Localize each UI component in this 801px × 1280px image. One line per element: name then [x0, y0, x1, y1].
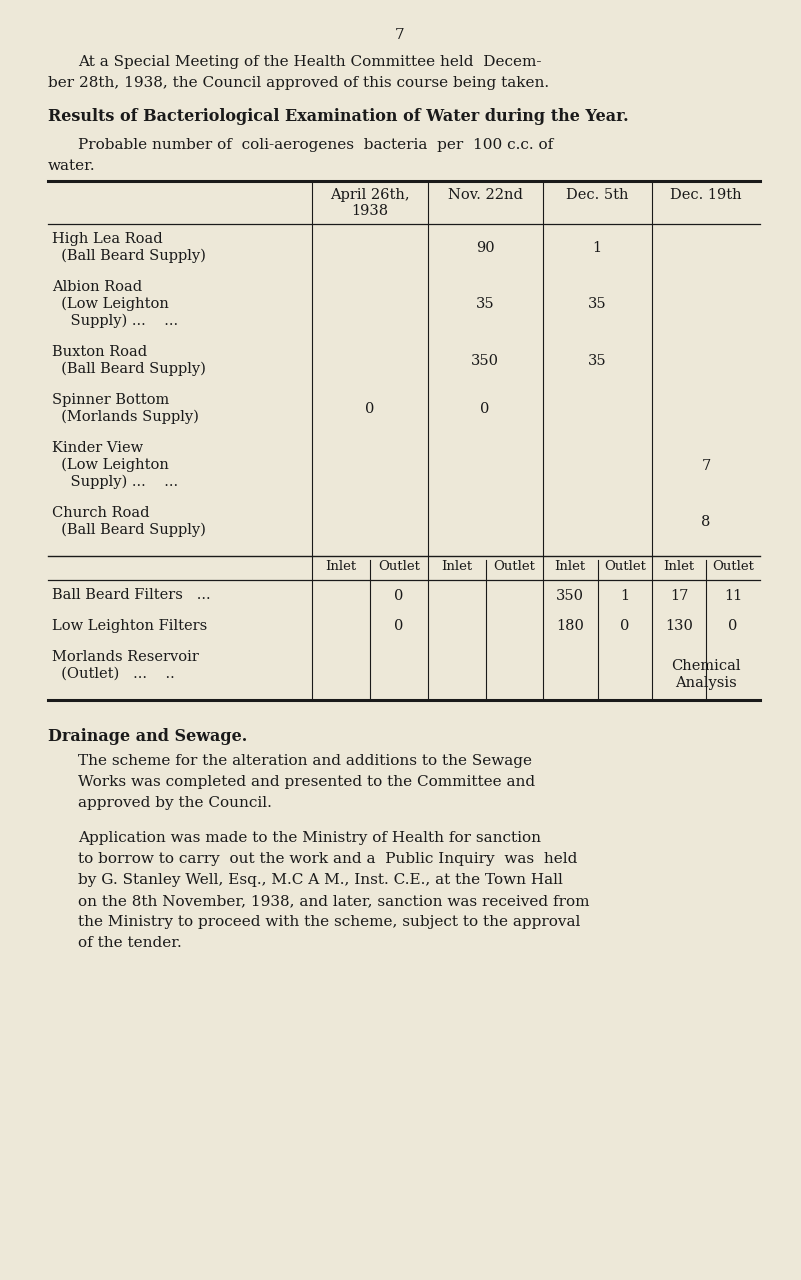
Text: (Ball Beard Supply): (Ball Beard Supply) — [52, 362, 206, 376]
Text: Albion Road: Albion Road — [52, 280, 142, 294]
Text: 0: 0 — [394, 589, 404, 603]
Text: 35: 35 — [588, 355, 606, 369]
Text: Inlet: Inlet — [663, 561, 694, 573]
Text: Drainage and Sewage.: Drainage and Sewage. — [48, 728, 248, 745]
Text: of the tender.: of the tender. — [78, 936, 182, 950]
Text: Results of Bacteriological Examination of Water during the Year.: Results of Bacteriological Examination o… — [48, 108, 629, 125]
Text: Kinder View: Kinder View — [52, 442, 143, 454]
Text: 35: 35 — [476, 297, 494, 311]
Text: by G. Stanley Well, Esq., M.C A M., Inst. C.E., at the Town Hall: by G. Stanley Well, Esq., M.C A M., Inst… — [78, 873, 563, 887]
Text: 350: 350 — [471, 355, 499, 369]
Text: 90: 90 — [476, 241, 494, 255]
Text: Buxton Road: Buxton Road — [52, 346, 147, 358]
Text: (Low Leighton: (Low Leighton — [52, 297, 169, 311]
Text: Dec. 5th: Dec. 5th — [566, 188, 628, 202]
Text: 0: 0 — [394, 620, 404, 634]
Text: 1938: 1938 — [352, 204, 388, 218]
Text: Church Road: Church Road — [52, 506, 150, 520]
Text: Inlet: Inlet — [325, 561, 356, 573]
Text: 0: 0 — [620, 620, 630, 634]
Text: Application was made to the Ministry of Health for sanction: Application was made to the Ministry of … — [78, 831, 541, 845]
Text: 11: 11 — [724, 589, 742, 603]
Text: Morlands Reservoir: Morlands Reservoir — [52, 650, 199, 664]
Text: 0: 0 — [365, 402, 375, 416]
Text: 17: 17 — [670, 589, 688, 603]
Text: 350: 350 — [556, 589, 584, 603]
Text: water.: water. — [48, 159, 95, 173]
Text: 0: 0 — [481, 402, 489, 416]
Text: the Ministry to proceed with the scheme, subject to the approval: the Ministry to proceed with the scheme,… — [78, 915, 581, 929]
Text: 180: 180 — [557, 620, 584, 634]
Text: Analysis: Analysis — [675, 676, 737, 690]
Text: Outlet: Outlet — [378, 561, 420, 573]
Text: Outlet: Outlet — [604, 561, 646, 573]
Text: Outlet: Outlet — [493, 561, 535, 573]
Text: Low Leighton Filters: Low Leighton Filters — [52, 620, 207, 634]
Text: 1: 1 — [593, 241, 602, 255]
Text: April 26th,: April 26th, — [330, 188, 410, 202]
Text: High Lea Road: High Lea Road — [52, 232, 163, 246]
Text: to borrow to carry  out the work and a  Public Inquiry  was  held: to borrow to carry out the work and a Pu… — [78, 852, 578, 867]
Text: The scheme for the alteration and additions to the Sewage: The scheme for the alteration and additi… — [78, 754, 532, 768]
Text: (Low Leighton: (Low Leighton — [52, 458, 169, 472]
Text: Supply) ...    ...: Supply) ... ... — [52, 475, 178, 489]
Text: Outlet: Outlet — [712, 561, 754, 573]
Text: 7: 7 — [702, 458, 710, 472]
Text: approved by the Council.: approved by the Council. — [78, 796, 272, 810]
Text: At a Special Meeting of the Health Committee held  Decem-: At a Special Meeting of the Health Commi… — [78, 55, 541, 69]
Text: (Outlet)   ...    ..: (Outlet) ... .. — [52, 667, 175, 681]
Text: 8: 8 — [702, 515, 710, 529]
Text: Supply) ...    ...: Supply) ... ... — [52, 314, 178, 329]
Text: Chemical: Chemical — [671, 659, 741, 673]
Text: (Morlands Supply): (Morlands Supply) — [52, 410, 199, 425]
Text: Nov. 22nd: Nov. 22nd — [448, 188, 522, 202]
Text: 7: 7 — [395, 28, 405, 42]
Text: Ball Beard Filters   ...: Ball Beard Filters ... — [52, 588, 211, 602]
Text: (Ball Beard Supply): (Ball Beard Supply) — [52, 250, 206, 264]
Text: ber 28th, 1938, the Council approved of this course being taken.: ber 28th, 1938, the Council approved of … — [48, 76, 549, 90]
Text: Inlet: Inlet — [554, 561, 586, 573]
Text: Probable number of  coli-aerogenes  bacteria  per  100 c.c. of: Probable number of coli-aerogenes bacter… — [78, 138, 553, 152]
Text: Inlet: Inlet — [441, 561, 473, 573]
Text: 130: 130 — [665, 620, 693, 634]
Text: 1: 1 — [620, 589, 630, 603]
Text: Spinner Bottom: Spinner Bottom — [52, 393, 169, 407]
Text: 35: 35 — [588, 297, 606, 311]
Text: Dec. 19th: Dec. 19th — [670, 188, 742, 202]
Text: (Ball Beard Supply): (Ball Beard Supply) — [52, 524, 206, 538]
Text: on the 8th November, 1938, and later, sanction was received from: on the 8th November, 1938, and later, sa… — [78, 893, 590, 908]
Text: Works was completed and presented to the Committee and: Works was completed and presented to the… — [78, 774, 535, 788]
Text: 0: 0 — [728, 620, 738, 634]
